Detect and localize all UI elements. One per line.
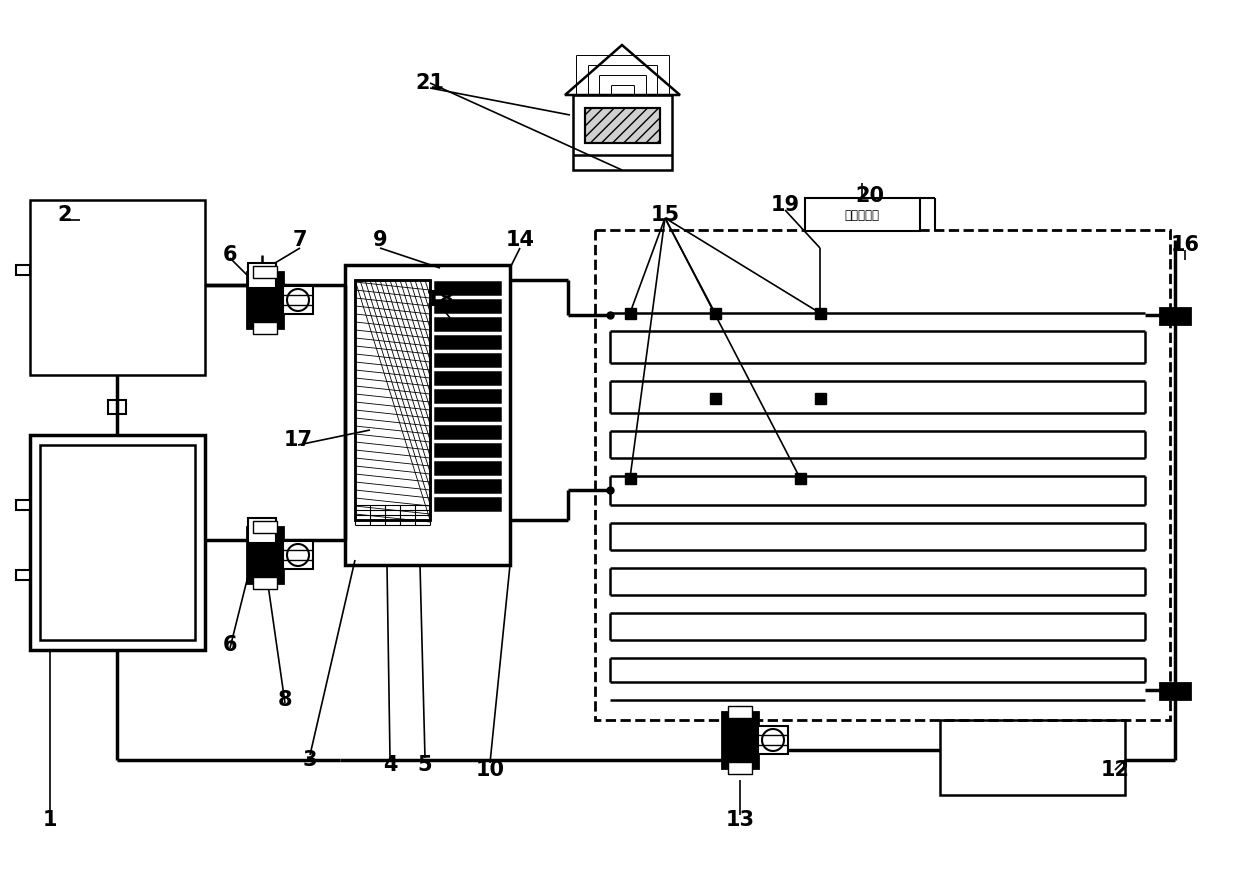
Bar xyxy=(585,108,660,143)
Bar xyxy=(625,308,636,319)
Text: 6: 6 xyxy=(223,245,237,265)
Bar xyxy=(355,280,430,520)
Text: 1: 1 xyxy=(42,810,57,830)
Bar xyxy=(573,95,672,170)
Bar xyxy=(435,336,500,348)
Bar xyxy=(435,318,500,330)
Bar xyxy=(435,390,500,402)
Bar xyxy=(815,393,826,404)
Bar xyxy=(435,498,500,510)
Bar xyxy=(16,265,30,275)
Bar xyxy=(435,480,500,492)
Bar xyxy=(1159,308,1190,324)
Bar xyxy=(711,393,720,404)
Bar xyxy=(248,518,277,543)
Bar xyxy=(253,577,277,589)
Bar xyxy=(16,500,30,510)
Bar xyxy=(355,280,430,520)
Text: 15: 15 xyxy=(651,205,680,225)
Bar xyxy=(283,286,312,314)
Text: 12: 12 xyxy=(1101,760,1130,780)
Bar xyxy=(283,541,312,569)
Bar xyxy=(722,712,758,768)
Bar xyxy=(345,265,510,565)
Bar xyxy=(435,372,500,384)
Text: 18: 18 xyxy=(425,290,455,310)
Text: 8: 8 xyxy=(278,690,293,710)
Text: 10: 10 xyxy=(475,760,505,780)
Bar xyxy=(711,308,720,319)
Bar xyxy=(795,473,806,484)
Bar xyxy=(940,720,1125,795)
Bar xyxy=(758,726,787,754)
Text: 7: 7 xyxy=(293,230,308,250)
Bar xyxy=(1159,683,1190,699)
Bar xyxy=(585,108,660,143)
Bar xyxy=(728,706,751,718)
Bar xyxy=(435,426,500,438)
Bar xyxy=(435,282,500,294)
Bar xyxy=(253,266,277,278)
Text: 13: 13 xyxy=(725,810,754,830)
Bar xyxy=(435,354,500,366)
Bar xyxy=(435,462,500,474)
Text: 17: 17 xyxy=(284,430,312,450)
Bar xyxy=(253,521,277,533)
Bar xyxy=(247,527,283,583)
Text: 20: 20 xyxy=(856,186,884,206)
Text: 5: 5 xyxy=(418,755,433,775)
Text: 14: 14 xyxy=(506,230,534,250)
Text: 4: 4 xyxy=(383,755,397,775)
Bar xyxy=(253,322,277,334)
Bar xyxy=(30,200,205,375)
Text: 9: 9 xyxy=(373,230,387,250)
Bar xyxy=(728,762,751,774)
Text: 2: 2 xyxy=(58,205,72,225)
Bar xyxy=(248,263,277,288)
Bar xyxy=(16,570,30,580)
Text: 16: 16 xyxy=(1171,235,1199,255)
Text: 19: 19 xyxy=(770,195,800,215)
Text: 3: 3 xyxy=(303,750,317,770)
Bar xyxy=(30,435,205,650)
Bar xyxy=(595,230,1171,720)
Bar xyxy=(247,272,283,328)
Text: 温度采集箱: 温度采集箱 xyxy=(844,208,879,221)
Text: 6: 6 xyxy=(223,635,237,655)
Bar xyxy=(108,400,126,414)
Bar xyxy=(805,198,920,231)
Bar xyxy=(815,308,826,319)
Bar xyxy=(435,300,500,312)
Text: 21: 21 xyxy=(415,73,444,93)
Bar xyxy=(435,408,500,420)
Bar xyxy=(435,444,500,456)
Bar xyxy=(40,445,195,640)
Bar xyxy=(625,473,636,484)
